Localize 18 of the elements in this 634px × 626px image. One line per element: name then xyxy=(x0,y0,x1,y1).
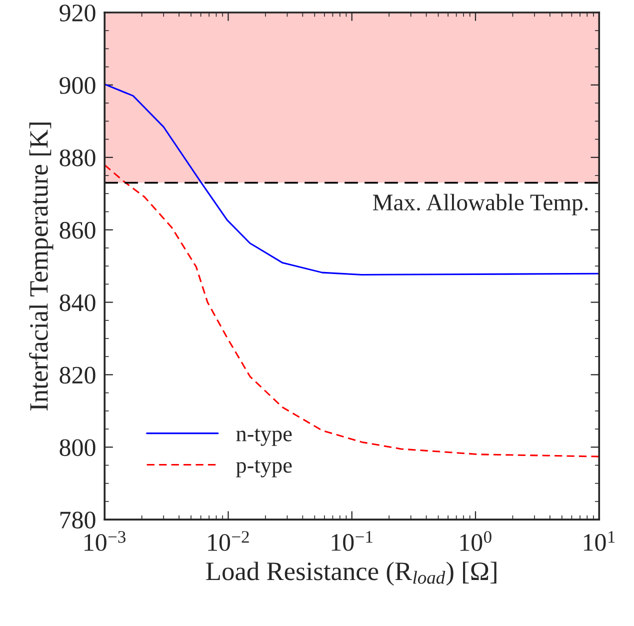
y-tick-label: 780 xyxy=(60,512,96,528)
y-tick-label: 820 xyxy=(60,366,96,384)
x-tick-label: 10$^{−3}$ xyxy=(84,531,126,551)
x-tick-label: 10$^{−1}$ xyxy=(332,531,372,551)
y-tick-label: 840 xyxy=(60,294,96,312)
y-tick-label: 880 xyxy=(60,149,96,166)
x-tick-label: 10$^{0}$ xyxy=(460,531,492,551)
y-tick-label: 900 xyxy=(60,77,96,94)
y-axis-title: Interfacial Temperature [K] xyxy=(29,122,54,410)
x-axis-title: Load Resistance (R$_{load}$) [Ω] xyxy=(206,562,496,586)
y-tick-label: 860 xyxy=(60,222,96,239)
y-tick-label: 800 xyxy=(60,439,96,456)
legend-label: p-type xyxy=(236,460,292,478)
x-tick-label: 10$^{1}$ xyxy=(584,531,615,551)
x-tick-label: 10$^{−2}$ xyxy=(208,531,249,551)
legend-label: n-type xyxy=(236,428,292,446)
y-tick-label: 920 xyxy=(60,4,96,22)
ref-line-label: Max. Allowable Temp. xyxy=(372,194,588,216)
